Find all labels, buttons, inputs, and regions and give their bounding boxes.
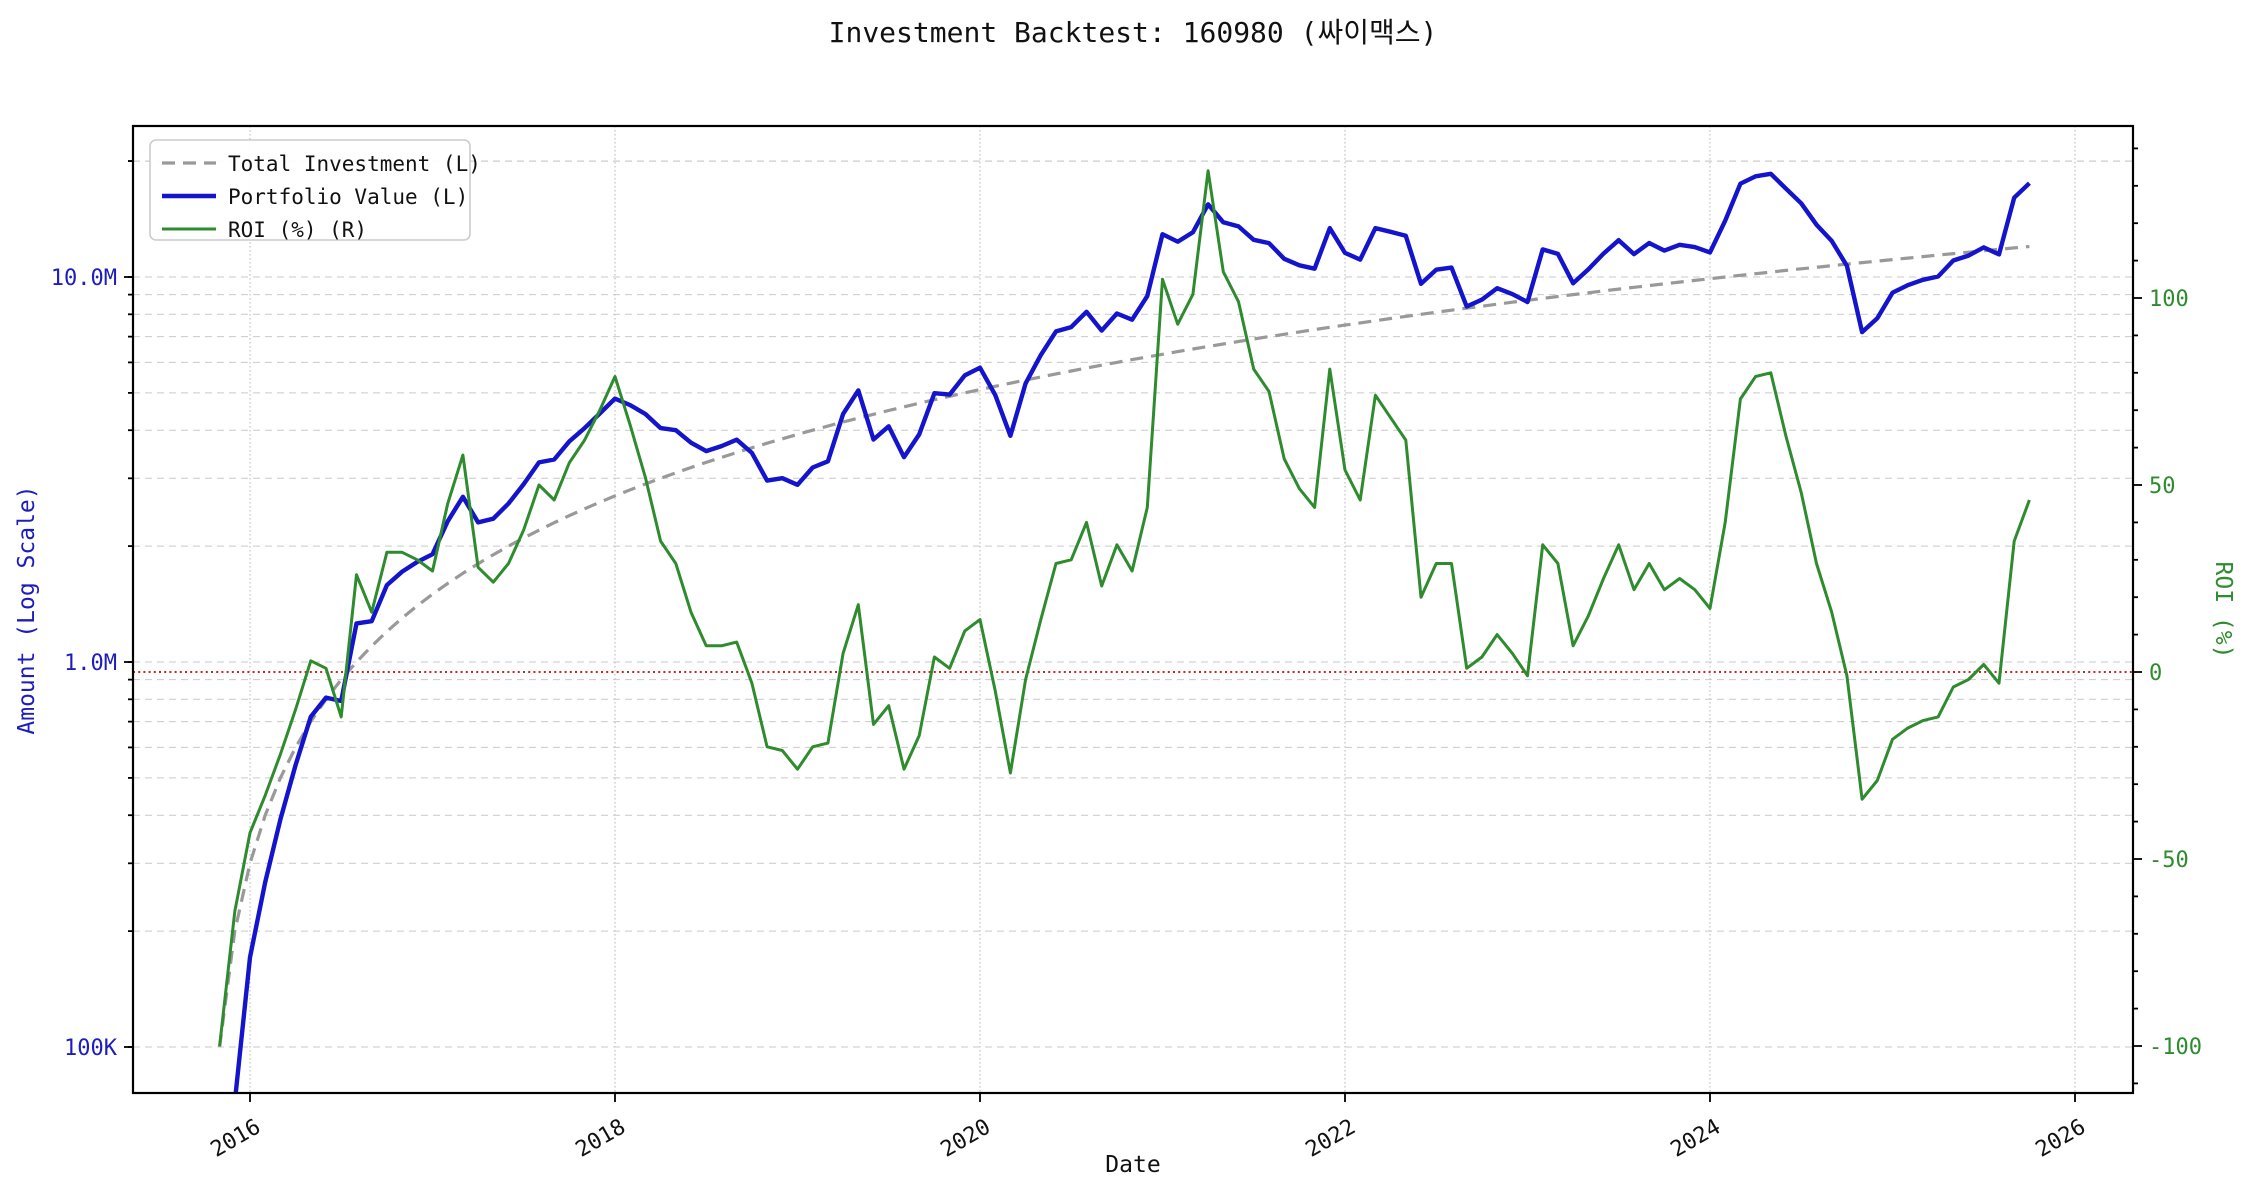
y-left-tick-label: 100K: [64, 1036, 118, 1061]
y-left-axis-label: Amount (Log Scale): [14, 485, 40, 734]
roi-line: [218, 169, 2031, 1047]
y-right-tick-label: 50: [2149, 474, 2176, 499]
x-axis-label: Date: [1105, 1152, 1160, 1178]
legend-box: [149, 139, 471, 241]
legend-label-investment: Total Investment (L): [228, 152, 481, 176]
portfolio-value-line: [233, 171, 2031, 1093]
grid-lines: [133, 126, 2133, 1093]
plot-border: [131, 124, 2135, 1095]
chart-title: Investment Backtest: 160980 (싸이맥스): [829, 16, 1438, 49]
y-left-tick-label: 1.0M: [64, 651, 117, 676]
y-right-axis-label: ROI (%): [2210, 562, 2236, 659]
data-series: [133, 169, 2133, 1093]
y-right-tick-label: 100: [2149, 287, 2189, 312]
legend: Total Investment (L) Portfolio Value (L)…: [149, 139, 481, 242]
y-right-tick-label: -100: [2149, 1035, 2202, 1060]
y-right-tick-label: -50: [2149, 848, 2189, 873]
legend-label-roi: ROI (%) (R): [228, 218, 367, 242]
legend-label-portfolio: Portfolio Value (L): [228, 185, 468, 209]
y-right-tick-label: 0: [2149, 661, 2162, 686]
y-left-tick-label: 10.0M: [51, 266, 117, 291]
